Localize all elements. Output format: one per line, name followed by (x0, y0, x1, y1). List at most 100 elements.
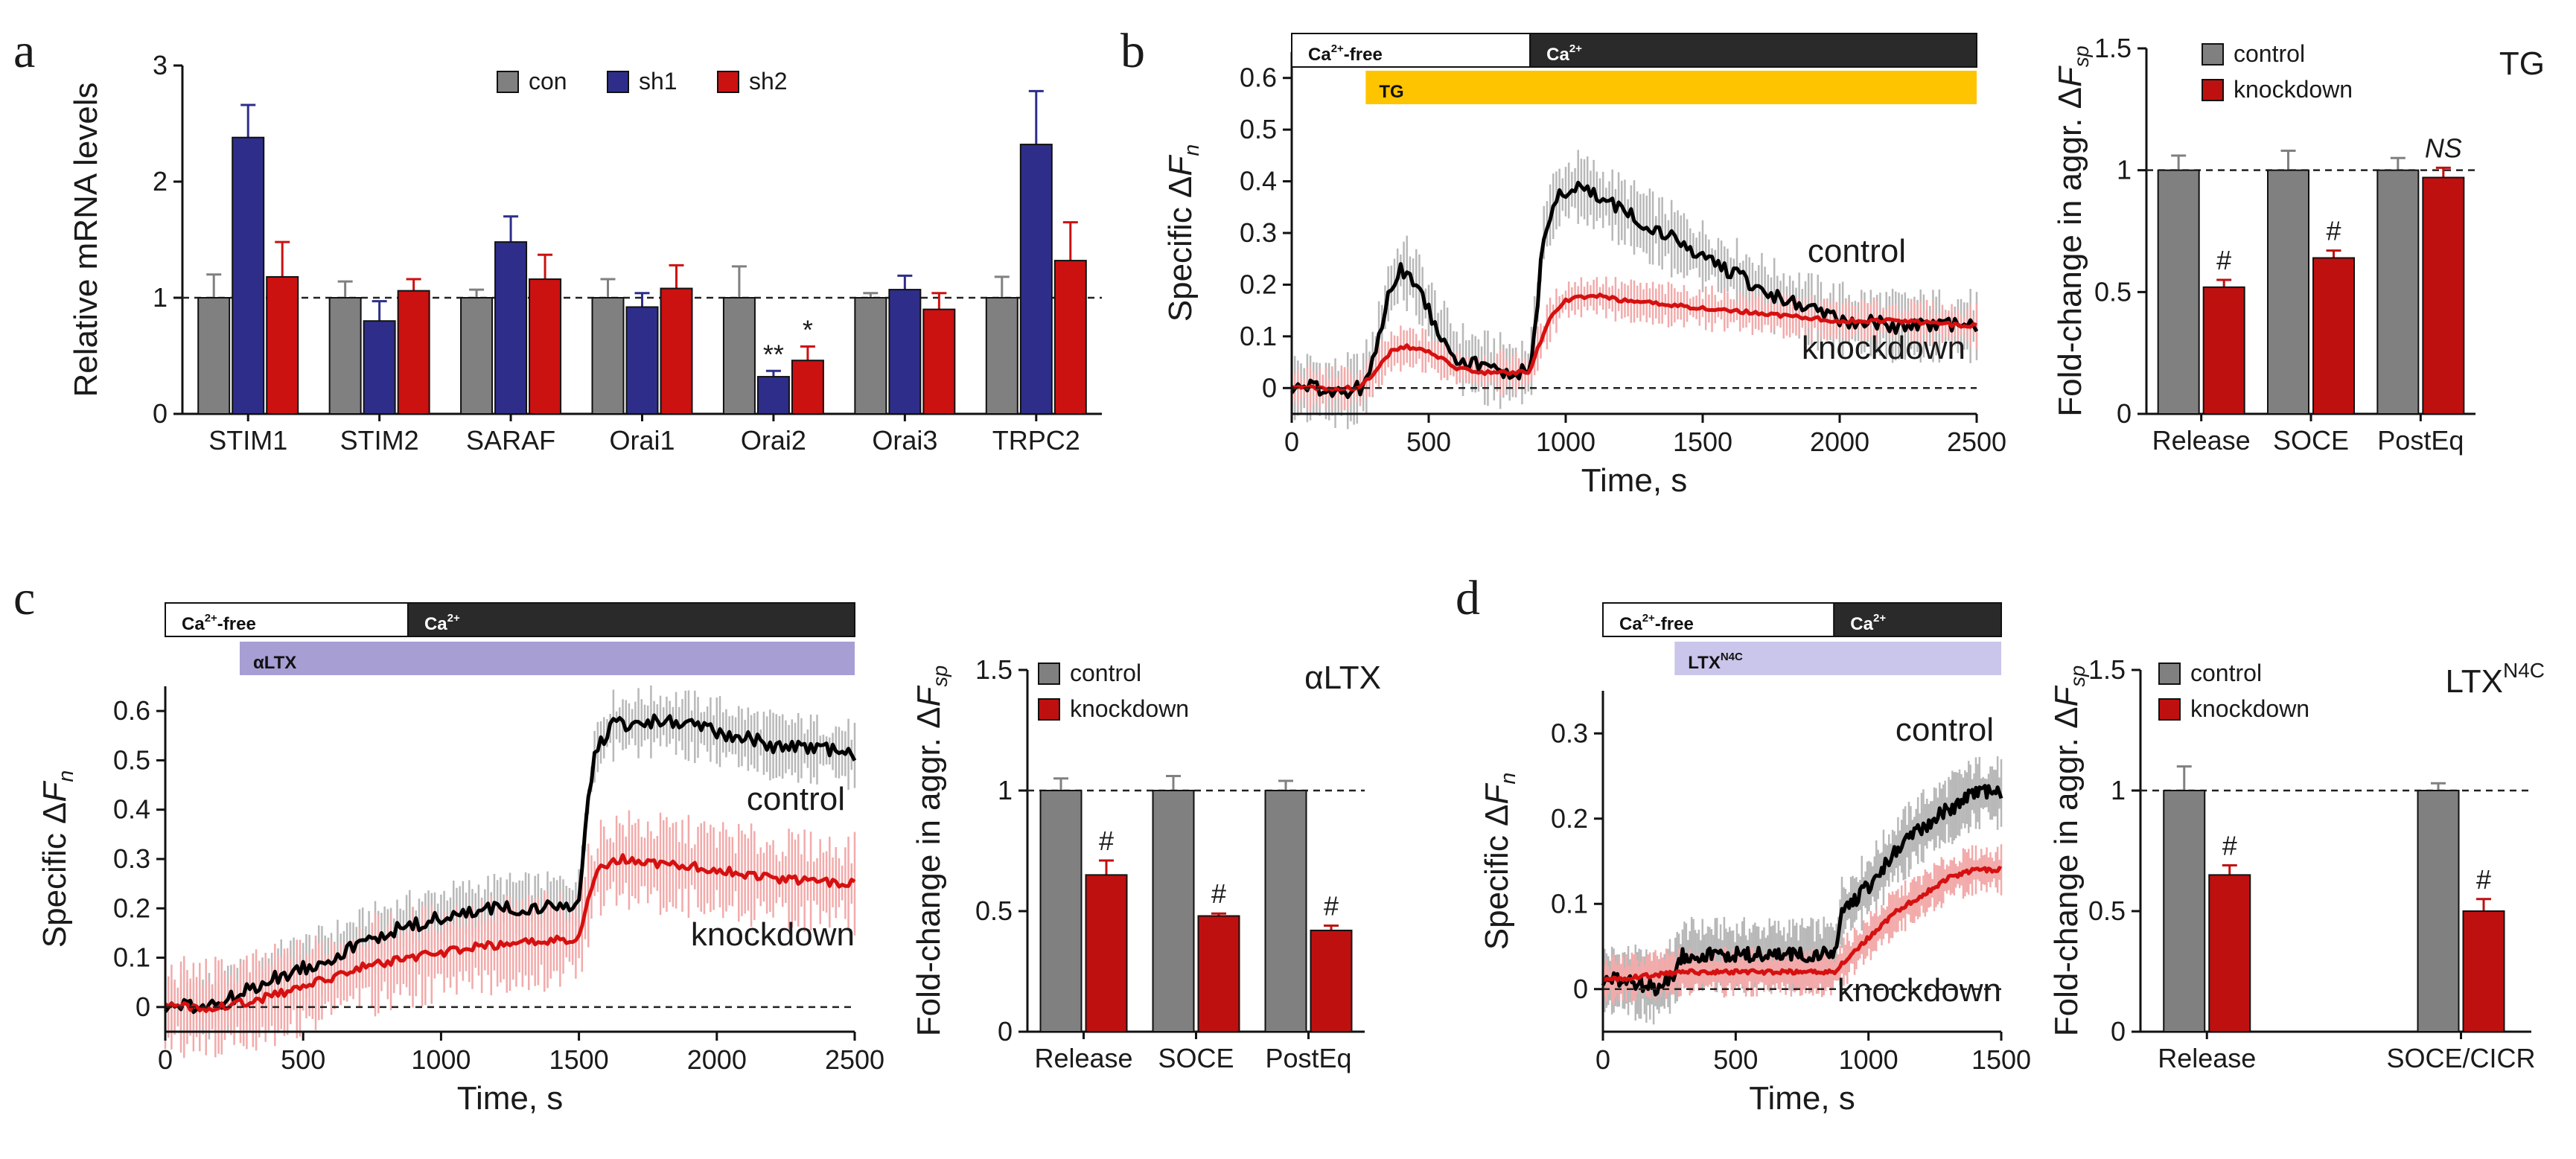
significance-label: # (1211, 878, 1226, 909)
legend-swatch (2158, 698, 2181, 721)
y-tick-label: 0.1 (1551, 888, 1588, 919)
x-tick-label: Orai1 (609, 425, 675, 456)
x-tick-label: SOCE/CICR (2386, 1043, 2535, 1073)
bar-chart-c: 0 0.5 1 1.5 Release # SOCE # PostEq # control knock… (911, 654, 1381, 1073)
y-axis-label: Specific ΔFn (1162, 144, 1204, 322)
x-tick-label: PostEq (2377, 425, 2464, 456)
protocol-label: LTXN4C (1688, 651, 1743, 673)
x-tick-label: 2000 (1810, 427, 1869, 457)
series-label-knockdown: knockdown (691, 916, 855, 953)
legend-entry: con (529, 68, 567, 95)
chart-title: αLTX (1304, 660, 1381, 696)
x-tick-label: 2500 (1947, 427, 2006, 457)
significance-label: NS (2425, 132, 2462, 163)
y-tick-label: 0.6 (1240, 63, 1277, 93)
chart-title: TG (2499, 45, 2545, 82)
bar-sh2 (791, 360, 824, 415)
x-tick-label: 500 (1713, 1044, 1758, 1075)
series-label-knockdown: knockdown (1802, 330, 1966, 366)
x-tick-label: 2000 (687, 1044, 747, 1075)
bar-con (197, 297, 231, 415)
protocol-bar-white (165, 602, 409, 637)
protocol-bar-ltx (1674, 642, 2001, 675)
y-tick-label: 1.5 (2094, 33, 2132, 63)
x-tick-label: Orai3 (872, 425, 937, 456)
legend-entry: control (1070, 660, 1141, 686)
x-tick-label: 0 (1284, 427, 1299, 457)
bar-con (460, 297, 494, 415)
y-axis-label: Fold-change in aggr. ΔFsp (911, 665, 951, 1037)
bar-knockdown (1310, 929, 1353, 1033)
bar-knockdown (1197, 915, 1240, 1032)
bar-knockdown (2208, 874, 2251, 1033)
protocol-bar-dark (1529, 33, 1977, 68)
y-tick-label: 0 (153, 398, 168, 429)
protocol-label: Ca2+-free (1308, 42, 1383, 65)
panel-letter-a: a (13, 24, 35, 78)
bar-knockdown (2462, 910, 2505, 1032)
bar-chart-b: 0 0.5 1 1.5 Release # SOCE # PostEq NS control knoc… (2052, 33, 2545, 456)
legend-entry: knockdown (2190, 695, 2309, 722)
bar-control (2376, 169, 2420, 415)
bar-con (328, 297, 362, 415)
series-label-control: control (1896, 712, 1994, 748)
protocol-label: Ca2+ (424, 612, 460, 634)
x-tick-label: SARAF (466, 425, 555, 456)
series-label-control: control (747, 781, 845, 817)
x-tick-label: 1000 (1839, 1044, 1898, 1075)
bar-knockdown (2312, 257, 2355, 415)
bar-sh1 (1019, 144, 1053, 415)
y-tick-label: 0.5 (2088, 895, 2126, 926)
legend-swatch (717, 71, 739, 93)
y-tick-label: 0.6 (113, 695, 150, 726)
protocol-bar-tg (1365, 71, 1977, 104)
y-tick-label: 0.3 (113, 843, 150, 874)
significance-label: # (2222, 830, 2237, 861)
bar-sh2 (1053, 260, 1087, 415)
y-axis-label: Fold-change in aggr. ΔFsp (2052, 45, 2093, 417)
x-axis-label: Time, s (1581, 462, 1688, 499)
trace-line-control (164, 713, 857, 1015)
x-tick-label: STIM1 (208, 425, 287, 456)
x-tick-label: TRPC2 (992, 425, 1080, 456)
legend-swatch (497, 71, 519, 93)
protocol-bar-white (1602, 602, 1835, 637)
bar-knockdown (2202, 286, 2245, 415)
x-axis-label: Time, s (457, 1080, 564, 1117)
y-axis-label: Specific ΔFn (1479, 773, 1520, 950)
y-tick-label: 0.4 (1240, 166, 1277, 197)
bar-chart-d: 0 0.5 1 1.5 Release # SOCE/CICR # control knockdo… (2048, 654, 2545, 1073)
protocol-label: Ca2+ (1850, 612, 1886, 634)
bar-con (591, 297, 625, 415)
x-tick-label: 1000 (1536, 427, 1595, 457)
x-tick-label: 1500 (549, 1044, 609, 1075)
bar-con (985, 297, 1018, 415)
x-tick-label: SOCE (1158, 1043, 1234, 1073)
legend-swatch (1038, 662, 1060, 685)
bar-control (2267, 169, 2309, 415)
protocol-label: TG (1379, 82, 1403, 102)
bar-con (854, 297, 887, 415)
x-tick-label: Orai2 (741, 425, 806, 456)
significance-label: # (2476, 864, 2491, 895)
legend-entry: control (2190, 660, 2262, 686)
y-axis-label: Specific ΔFn (36, 770, 78, 948)
significance-label: # (1324, 890, 1339, 921)
y-tick-label: 0.5 (2094, 276, 2132, 307)
y-tick-label: 0.2 (113, 893, 150, 923)
protocol-label: Ca2+ (1546, 42, 1582, 65)
x-tick-label: 500 (1406, 427, 1451, 457)
y-tick-label: 0.5 (975, 895, 1013, 926)
bar-sh2 (266, 275, 299, 415)
x-tick-label: 1500 (1673, 427, 1732, 457)
bar-sh2 (660, 287, 693, 415)
protocol-bar-dark (1833, 602, 2003, 637)
bar-con (722, 297, 756, 415)
x-tick-label: STIM2 (340, 425, 419, 456)
y-tick-label: 1.5 (2088, 654, 2126, 685)
trace-line-knockdown (1601, 866, 2003, 983)
y-tick-label: 0.2 (1551, 803, 1588, 834)
x-tick-label: PostEq (1265, 1043, 1351, 1073)
x-tick-label: 500 (281, 1044, 325, 1075)
